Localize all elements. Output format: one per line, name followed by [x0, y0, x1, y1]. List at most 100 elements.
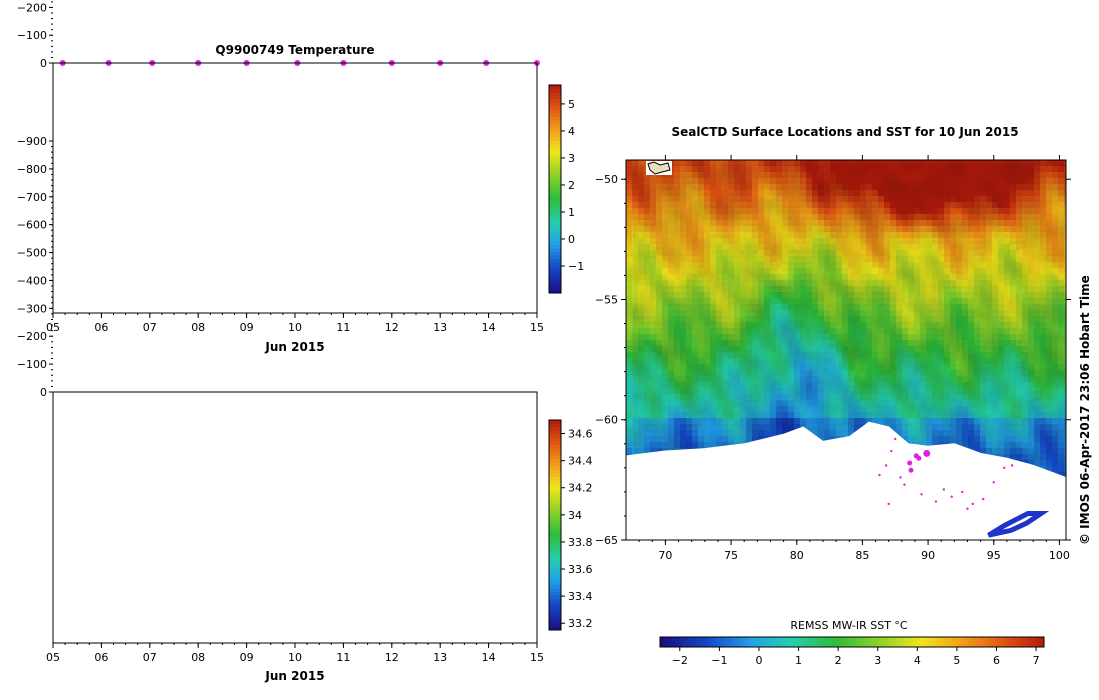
colorbar-step: [549, 216, 561, 221]
temperature-x-label: Jun 2015: [264, 340, 324, 354]
colorbar-step: [549, 469, 561, 473]
colorbar-step: [549, 598, 561, 603]
colorbar-step: [549, 241, 561, 245]
x-tick-label: 05: [46, 321, 60, 334]
x-tick-label: 06: [94, 321, 108, 334]
colorbar-step: [549, 574, 561, 578]
colorbar-step: [549, 476, 561, 480]
colorbar-step: [549, 88, 561, 93]
colorbar-step: [549, 542, 561, 547]
salinity-plot-frame: [52, 391, 538, 644]
y-tick-label: 0: [40, 57, 47, 70]
colorbar-step: [549, 528, 561, 533]
colorbar-step: [549, 483, 561, 487]
x-tick-label: 10: [288, 321, 302, 334]
colorbar-step: [549, 490, 561, 494]
sst-field: [626, 160, 1066, 540]
colorbar-tick-label: 33.6: [568, 563, 593, 576]
colorbar-step: [549, 268, 561, 273]
x-tick-label: 11: [336, 321, 350, 334]
colorbar-step: [549, 486, 561, 491]
colorbar-step: [549, 441, 561, 445]
colorbar-step: [549, 570, 561, 575]
colorbar-step: [549, 279, 561, 284]
colorbar-step: [549, 265, 561, 270]
colorbar-step: [549, 261, 561, 266]
colorbar-step: [549, 112, 561, 117]
colorbar-tick-label: 34.2: [568, 482, 593, 495]
colorbar-step: [549, 581, 561, 585]
colorbar-step: [549, 102, 561, 107]
colorbar-step: [549, 612, 561, 617]
colorbar-step: [549, 272, 561, 277]
colorbar-step: [549, 109, 561, 114]
colorbar-step: [549, 171, 561, 176]
salinity-colorbar: 33.2 33.4 33.6 33.8 34 34.2 34.4 34.6: [548, 419, 593, 631]
colorbar-step: [549, 420, 561, 424]
colorbar-step: [549, 448, 561, 452]
colorbar-step: [549, 150, 561, 155]
temperature-title: Q9900749 Temperature: [215, 43, 374, 57]
colorbar-step: [549, 584, 561, 589]
colorbar-step: [549, 227, 561, 232]
y-tick-label: −600: [17, 219, 47, 232]
colorbar-step: [549, 623, 561, 627]
x-tick-label: 12: [385, 651, 399, 664]
colorbar-outline: [548, 419, 562, 631]
salinity-x-axis: 05 06 07 08 09 10 11 12 13 14 15: [46, 643, 544, 664]
colorbar-step: [549, 437, 561, 442]
colorbar-step: [549, 157, 561, 162]
y-tick-label: −100: [17, 358, 47, 371]
temperature-plot-frame: [52, 62, 538, 314]
colorbar-step: [549, 178, 561, 183]
salinity-y-axis: 0 −100 −200 −300 −400 −500 −600 −700 −800 −900: [17, 135, 53, 399]
colorbar-step: [549, 532, 561, 536]
x-tick-label: 11: [336, 651, 350, 664]
colorbar-step: [549, 98, 561, 103]
colorbar-step: [549, 567, 561, 571]
colorbar-step: [549, 182, 561, 187]
colorbar-step: [549, 230, 561, 235]
colorbar-step: [549, 123, 561, 128]
x-tick-label: 10: [288, 651, 302, 664]
colorbar-step: [549, 286, 561, 291]
colorbar-step: [549, 560, 561, 564]
colorbar-step: [549, 234, 561, 239]
colorbar-step: [549, 223, 561, 228]
y-tick-label: −700: [17, 191, 47, 204]
colorbar-step: [549, 577, 561, 582]
colorbar-step: [549, 237, 561, 242]
colorbar-step: [549, 504, 561, 508]
salinity-panel: 0 −100 −200 −300 −400 −500 −600 −700 −800 −900 05…: [17, 135, 593, 683]
colorbar-step: [549, 458, 561, 463]
y-tick-label: −500: [17, 247, 47, 260]
colorbar-outline: [548, 84, 562, 294]
colorbar-step: [549, 195, 561, 200]
colorbar-step: [549, 605, 561, 610]
salinity-x-label: Jun 2015: [264, 669, 324, 683]
colorbar-step: [549, 116, 561, 121]
x-tick-label: 15: [530, 321, 544, 334]
x-tick-label: 15: [530, 651, 544, 664]
colorbar-step: [549, 423, 561, 428]
temperature-colorbar: −1 0 1 2 3 4 5: [548, 84, 584, 294]
colorbar-step: [549, 154, 561, 159]
colorbar-step: [549, 105, 561, 110]
colorbar-step: [549, 556, 561, 561]
y-tick-label: −300: [17, 302, 47, 315]
colorbar-step: [549, 535, 561, 540]
colorbar-step: [549, 465, 561, 470]
colorbar-step: [549, 595, 561, 599]
y-tick-label: −400: [17, 274, 47, 287]
x-tick-label: 08: [191, 321, 205, 334]
colorbar-step: [549, 164, 561, 169]
colorbar-tick-label: 33.4: [568, 590, 593, 603]
colorbar-tick-label: 34.4: [568, 455, 593, 468]
colorbar-step: [549, 539, 561, 543]
y-tick-label: −900: [17, 135, 47, 148]
colorbar-step: [549, 133, 561, 138]
colorbar-step: [549, 251, 561, 256]
x-tick-label: 14: [482, 651, 496, 664]
colorbar-step: [549, 199, 561, 204]
colorbar-step: [549, 507, 561, 512]
